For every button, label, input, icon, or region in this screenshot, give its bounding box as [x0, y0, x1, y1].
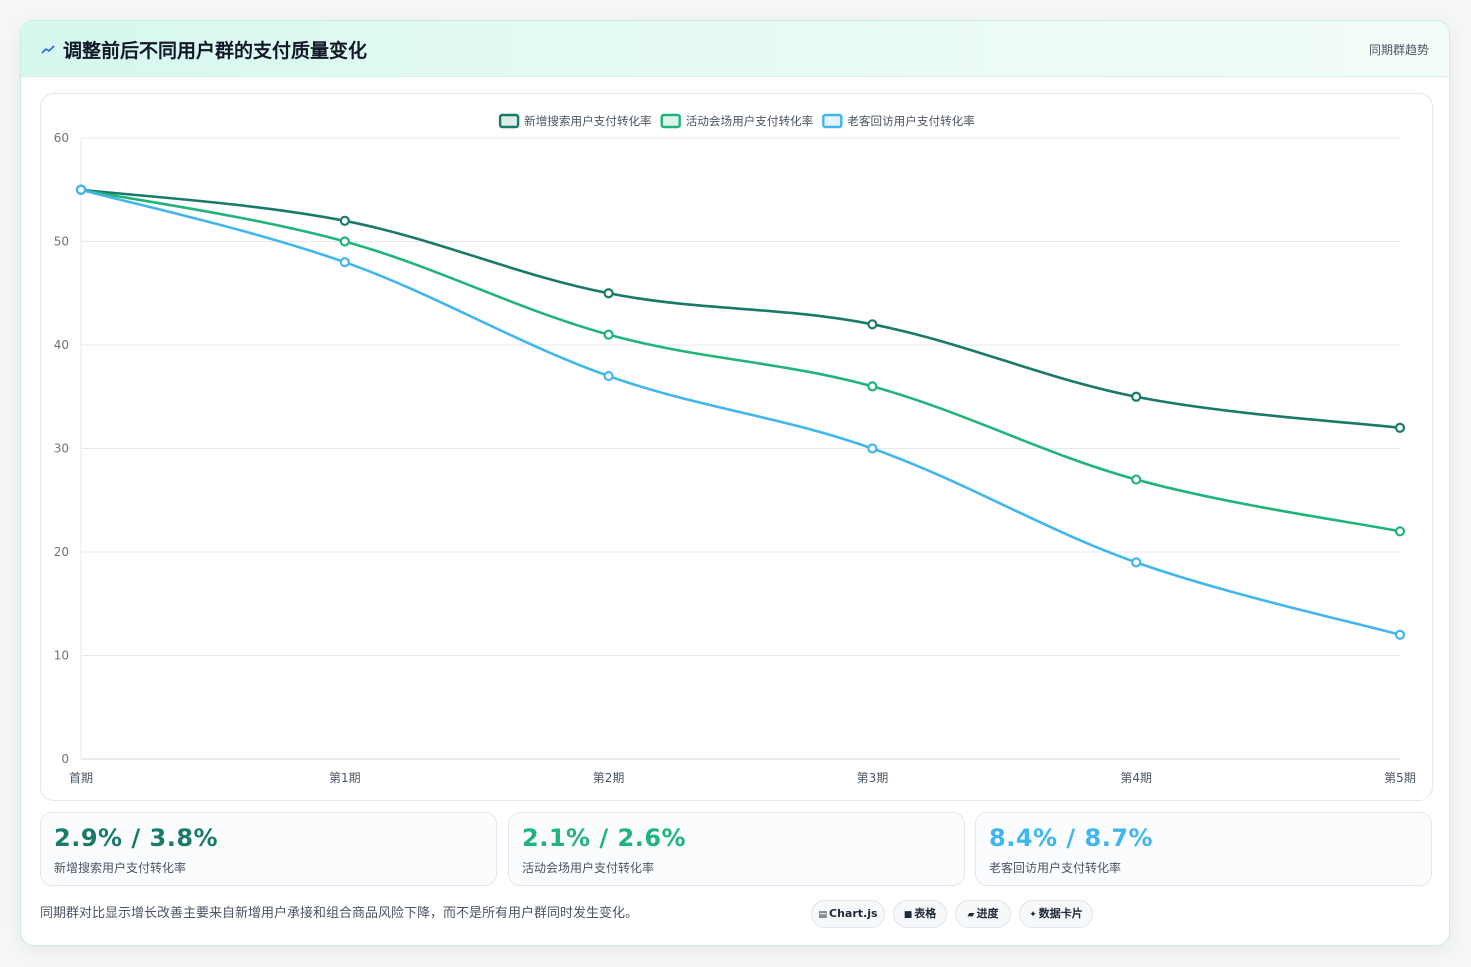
data-point [867, 319, 878, 330]
legend-swatch [822, 113, 843, 129]
data-point [867, 381, 878, 392]
pill-progress[interactable]: ▰ 进度 [955, 900, 1011, 928]
y-tick-label: 10 [54, 649, 69, 663]
data-point [339, 215, 350, 226]
pill-label: 进度 [976, 907, 999, 920]
x-tick-label: 首期 [69, 771, 93, 785]
data-point [1131, 557, 1142, 568]
data-point [1394, 629, 1406, 640]
y-tick-label: 50 [54, 235, 69, 249]
pill-chartjs[interactable]: ▤ Chart.js [811, 900, 885, 928]
series-line [80, 188, 1401, 533]
legend-label: 老客回访用户支付转化率 [847, 114, 975, 128]
y-tick-label: 40 [54, 338, 69, 352]
trend-icon [41, 45, 55, 54]
series-line [80, 188, 1401, 430]
series-line [80, 188, 1401, 637]
chart-panel: 0 10 20 30 40 50 60 首期 第1期 第2期 第3期 第4期 第5期 新增搜索用户支付转化… [40, 93, 1433, 801]
y-tick-label: 20 [54, 545, 69, 559]
pill-label: 数据卡片 [1038, 907, 1083, 920]
stat-value: 2.9% / 3.8% [54, 824, 219, 852]
pill-table[interactable]: ■ 表格 [893, 900, 947, 928]
stat-card-returning: 8.4% / 8.7% 老客回访用户支付转化率 [975, 812, 1432, 886]
data-point [339, 257, 350, 268]
data-point [75, 184, 87, 195]
footer-note: 同期群对比显示增长改善主要来自新增用户承接和组合商品风险下降，而不是所有用户群同… [40, 906, 639, 921]
y-tick-label: 0 [61, 752, 69, 766]
stat-label: 老客回访用户支付转化率 [989, 861, 1122, 875]
x-tick-label: 第1期 [329, 771, 361, 785]
data-point [603, 329, 614, 340]
stat-value: 8.4% / 8.7% [989, 824, 1154, 852]
data-point [1394, 526, 1406, 537]
stat-value: 2.1% / 2.6% [522, 824, 687, 852]
pill-label: Chart.js [829, 907, 878, 920]
data-point [1131, 474, 1142, 485]
legend-swatch [660, 113, 681, 129]
legend-label: 活动会场用户支付转化率 [686, 114, 814, 128]
stat-cards: 2.9% / 3.8% 新增搜索用户支付转化率 2.1% / 2.6% 活动会场… [40, 812, 1433, 886]
y-tick-label: 30 [54, 442, 69, 456]
header-tag: 同期群趋势 [1368, 43, 1429, 57]
pill-data-card[interactable]: ✦ 数据卡片 [1019, 900, 1093, 928]
report-card: 调整前后不同用户群的支付质量变化 同期群趋势 0 10 20 30 40 50 60 首期 第1… [20, 20, 1450, 946]
y-tick-label: 60 [54, 131, 69, 145]
x-tick-label: 第3期 [857, 771, 889, 785]
stat-label: 新增搜索用户支付转化率 [54, 861, 187, 875]
table-icon: ■ [903, 910, 913, 920]
data-point [867, 443, 878, 454]
x-tick-label: 第5期 [1384, 771, 1416, 785]
progress-icon: ▰ [967, 910, 975, 920]
chart-icon: ▤ [818, 910, 827, 920]
x-tick-label: 第4期 [1120, 771, 1152, 785]
data-point [339, 236, 350, 247]
stat-card-campaign: 2.1% / 2.6% 活动会场用户支付转化率 [508, 812, 965, 886]
data-point [1131, 391, 1142, 402]
page-title: 调整前后不同用户群的支付质量变化 [63, 40, 368, 62]
stat-card-new-search: 2.9% / 3.8% 新增搜索用户支付转化率 [40, 812, 497, 886]
line-chart: 0 10 20 30 40 50 60 首期 第1期 第2期 第3期 第4期 第5期 新增搜索用户支付转化… [54, 113, 1416, 785]
x-tick-label: 第2期 [593, 771, 625, 785]
legend-swatch [498, 113, 520, 129]
data-point [603, 370, 614, 382]
data-point [1394, 422, 1406, 433]
stat-label: 活动会场用户支付转化率 [522, 861, 655, 875]
legend-label: 新增搜索用户支付转化率 [524, 114, 652, 128]
data-point [603, 288, 614, 299]
card-header: 调整前后不同用户群的支付质量变化 同期群趋势 [21, 21, 1449, 77]
pill-label: 表格 [914, 907, 937, 920]
sparkle-icon: ✦ [1029, 910, 1037, 920]
